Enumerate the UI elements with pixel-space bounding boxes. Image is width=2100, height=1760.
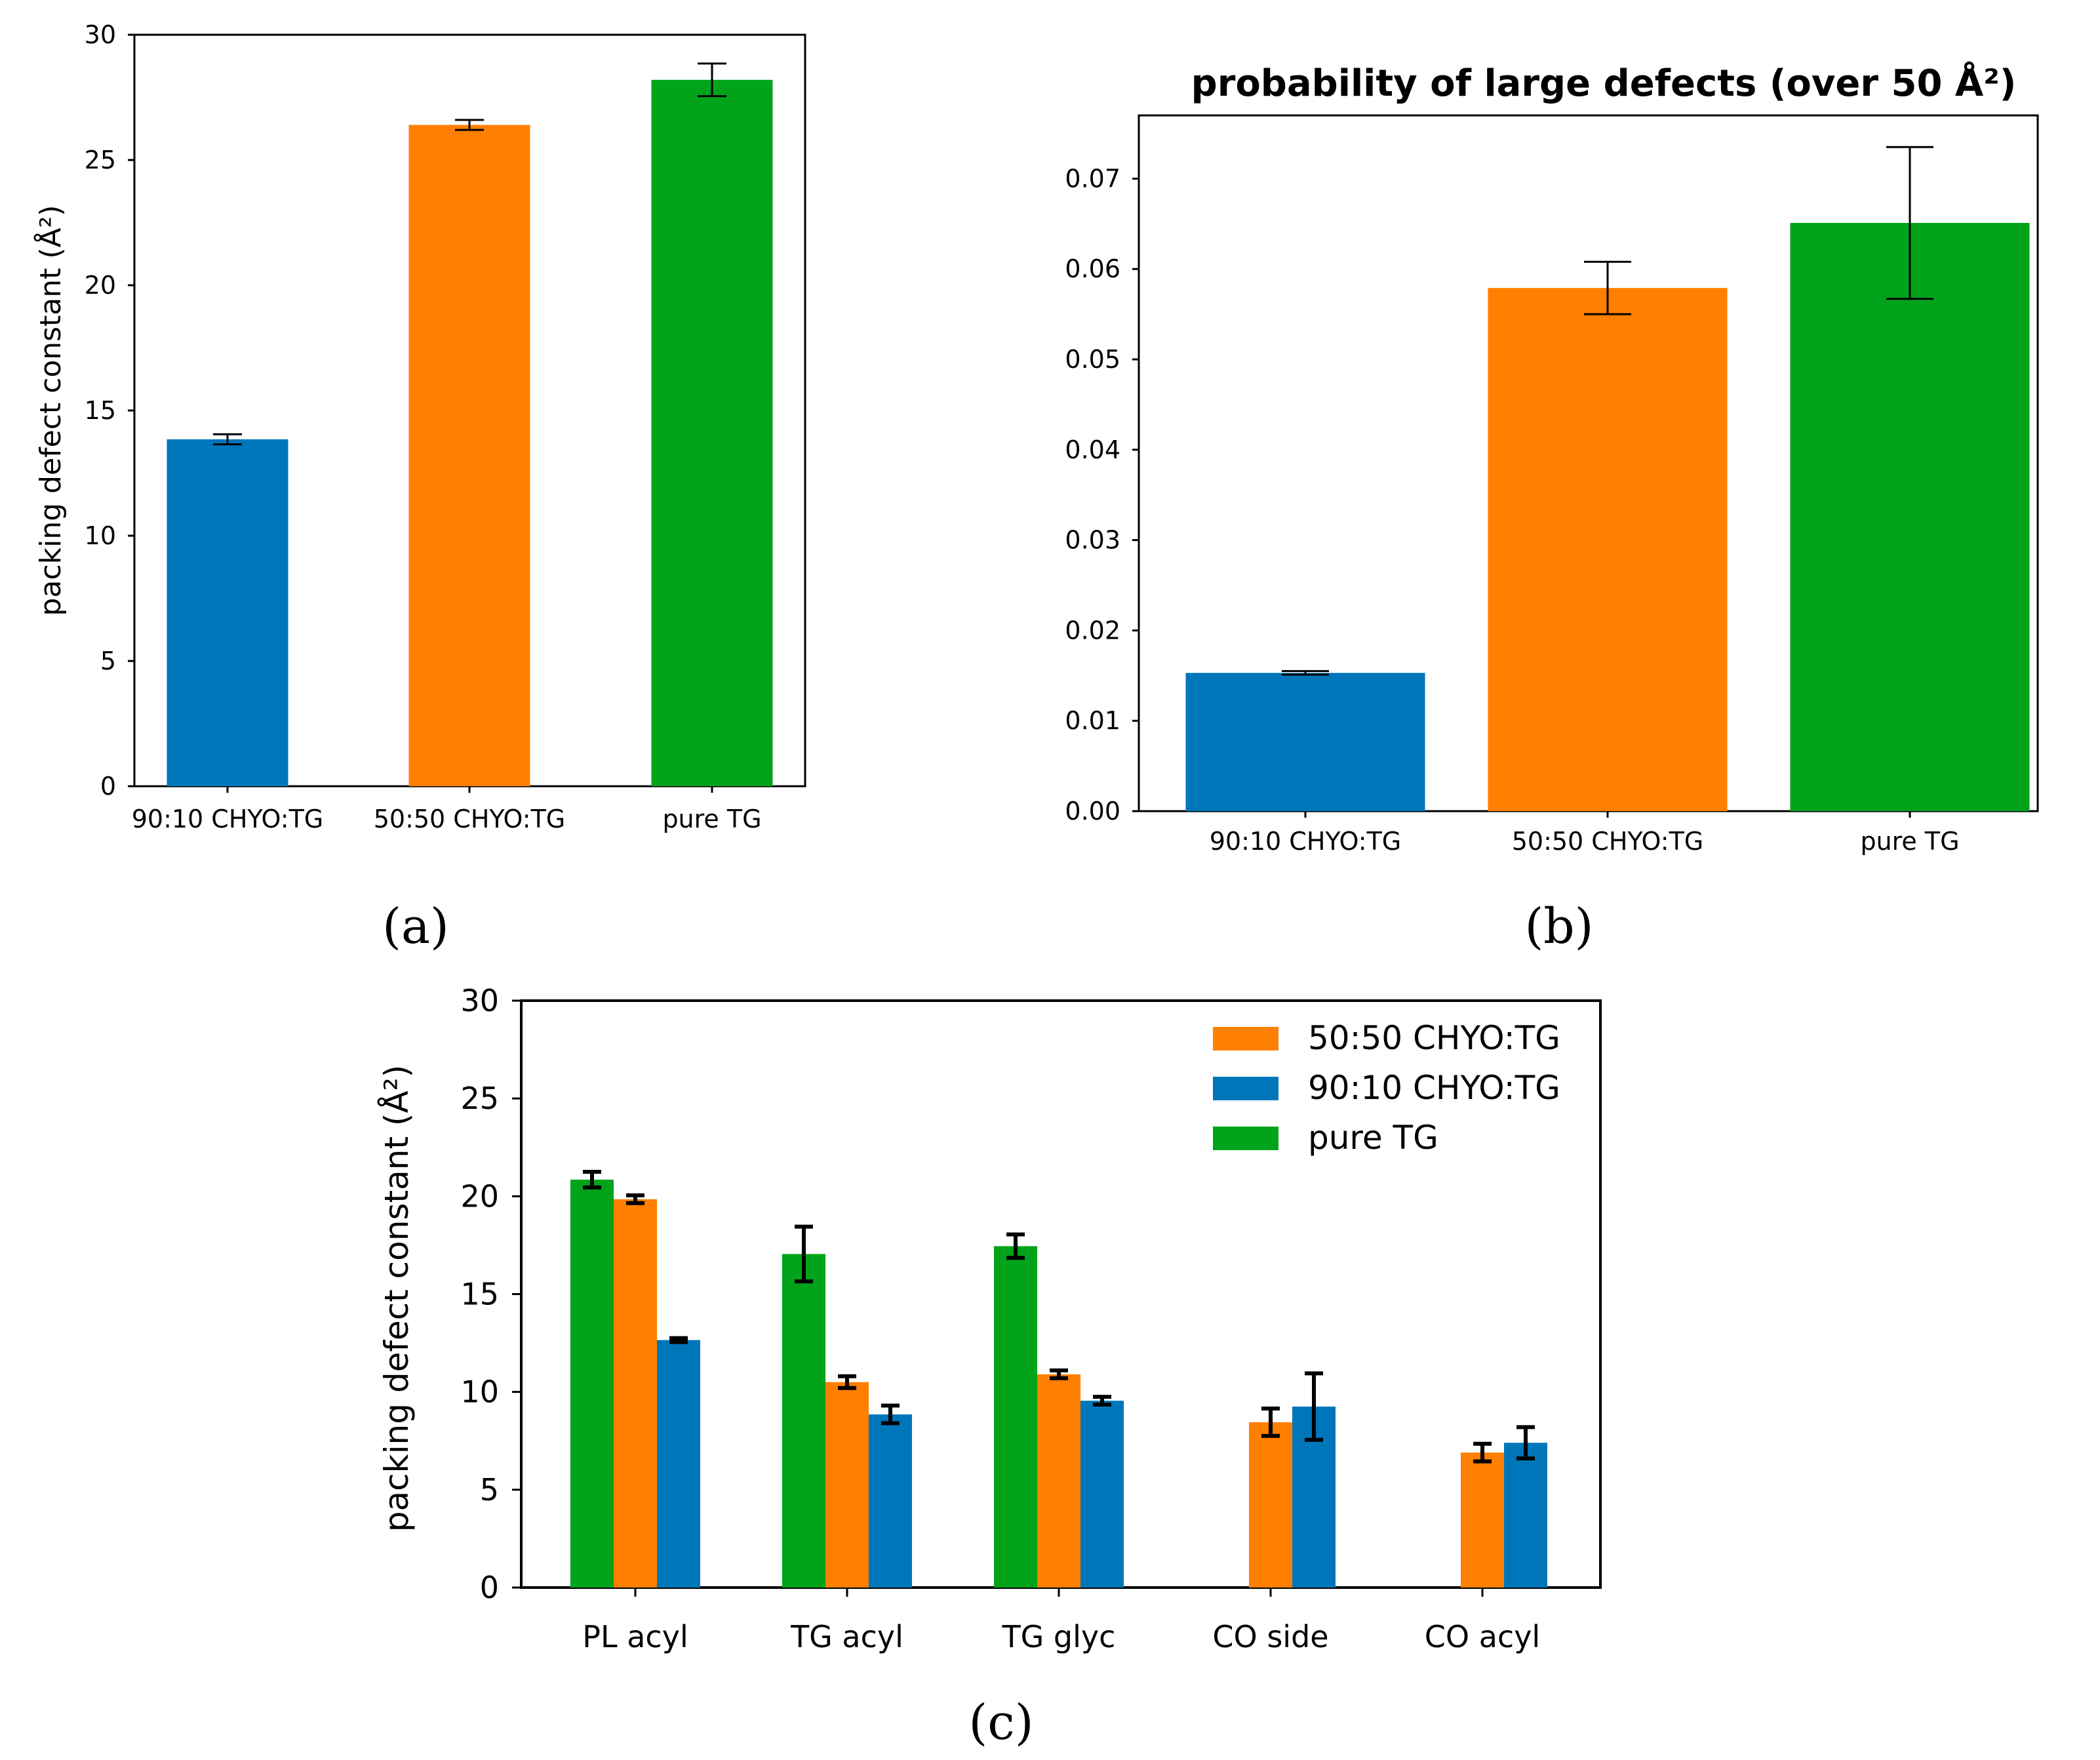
chart-b: probability of large defects (over 50 Å²… [1065, 62, 2039, 856]
chart-a-ytick-label: 10 [85, 521, 116, 550]
chart-b-title: probability of large defects (over 50 Å²… [1191, 62, 2017, 105]
panel-label-c: (c) [968, 1694, 1033, 1751]
chart-a-xtick-label: 90:10 CHYO:TG [132, 805, 324, 833]
chart-b-bar-90-10-chyo-tg [1185, 673, 1425, 811]
chart-c-bar-pure-tg [994, 1246, 1037, 1588]
chart-b-ytick-label: 0.00 [1065, 797, 1120, 826]
chart-a-ytick-label: 0 [100, 772, 116, 801]
chart-a: packing defect constant (Å²) 0 5 10 15 20 25 3… [33, 20, 806, 833]
chart-c-bar-50-50-chyo-tg [614, 1199, 657, 1588]
legend-swatch-pure-tg [1213, 1127, 1278, 1150]
legend-swatch-90-10-chyo-tg [1213, 1077, 1278, 1100]
chart-c-ytick-label: 20 [460, 1178, 499, 1214]
chart-b-ytick-label: 0.07 [1065, 164, 1120, 193]
chart-b-ytick-label: 0.03 [1065, 526, 1120, 555]
chart-c-xtick-label: TG acyl [790, 1619, 903, 1654]
chart-b-xticks: 90:10 CHYO:TG 50:50 CHYO:TG pure TG [1210, 811, 1960, 856]
chart-c-bar-50-50-chyo-tg [1461, 1452, 1504, 1588]
chart-c: packing defect constant (Å²) 0 5 10 15 20 25 3… [378, 983, 1602, 1654]
chart-b-yticks: 0.00 0.01 0.02 0.03 0.04 0.05 0.06 0.07 [1065, 164, 1139, 826]
chart-b-bars [1185, 146, 2030, 811]
chart-b-xtick-label: pure TG [1860, 827, 1959, 856]
chart-b-xtick-label: 50:50 CHYO:TG [1512, 827, 1704, 856]
panel-label-b: (b) [1524, 898, 1593, 955]
chart-b-ytick-label: 0.06 [1065, 254, 1120, 283]
chart-b-ytick-label: 0.02 [1065, 616, 1120, 645]
chart-c-yticks: 0 5 10 15 20 25 30 [460, 983, 521, 1605]
chart-a-ytick-label: 30 [85, 20, 116, 49]
legend-label-50-50-chyo-tg: 50:50 CHYO:TG [1308, 1019, 1560, 1057]
chart-a-ylabel: packing defect constant (Å²) [33, 205, 68, 616]
chart-c-legend: 50:50 CHYO:TG 90:10 CHYO:TG pure TG [1213, 1019, 1560, 1157]
chart-c-ytick-label: 10 [460, 1374, 499, 1410]
chart-c-ytick-label: 5 [480, 1472, 499, 1508]
chart-c-xtick-label: CO acyl [1425, 1619, 1540, 1654]
chart-a-ytick-label: 25 [85, 146, 116, 174]
chart-c-bar-90-10-chyo-tg [869, 1414, 912, 1588]
chart-c-ytick-label: 30 [460, 983, 499, 1018]
legend-label-pure-tg: pure TG [1308, 1119, 1438, 1157]
chart-a-ytick-label: 20 [85, 271, 116, 300]
chart-a-xtick-label: 50:50 CHYO:TG [374, 805, 566, 833]
chart-a-yticks: 0 5 10 15 20 25 30 [85, 20, 134, 801]
chart-c-bar-pure-tg [782, 1254, 825, 1588]
panel-label-a: (a) [382, 898, 449, 955]
chart-a-ytick-label: 15 [85, 396, 116, 425]
chart-c-ylabel: packing defect constant (Å²) [378, 1065, 416, 1532]
chart-c-bar-90-10-chyo-tg [1080, 1401, 1124, 1588]
chart-a-bar-pure-tg [651, 79, 773, 786]
chart-c-bar-50-50-chyo-tg [1249, 1422, 1292, 1588]
chart-c-bar-50-50-chyo-tg [825, 1382, 869, 1588]
chart-b-ytick-label: 0.01 [1065, 706, 1120, 735]
chart-c-bar-50-50-chyo-tg [1037, 1374, 1080, 1588]
chart-c-bars [570, 1170, 1547, 1588]
chart-c-xtick-label: PL acyl [582, 1619, 688, 1654]
chart-c-bar-pure-tg [570, 1179, 614, 1588]
chart-c-ytick-label: 0 [480, 1570, 499, 1605]
chart-a-bars [167, 62, 773, 786]
chart-a-xtick-label: pure TG [662, 805, 761, 833]
chart-b-xtick-label: 90:10 CHYO:TG [1210, 827, 1402, 856]
chart-a-ytick-label: 5 [100, 647, 116, 675]
chart-a-xticks: 90:10 CHYO:TG 50:50 CHYO:TG pure TG [132, 786, 762, 833]
chart-c-bar-90-10-chyo-tg [1504, 1443, 1547, 1588]
chart-c-ytick-label: 15 [460, 1277, 499, 1312]
chart-c-xtick-label: CO side [1212, 1619, 1328, 1654]
legend-swatch-50-50-chyo-tg [1213, 1027, 1278, 1050]
chart-b-bar-50-50-chyo-tg [1488, 288, 1728, 811]
chart-c-xtick-label: TG glyc [1002, 1619, 1116, 1654]
chart-a-bar-90-10-chyo-tg [167, 439, 288, 786]
chart-b-bar-pure-tg [1790, 222, 2030, 811]
chart-c-xticks: PL acyl TG acyl TG glyc CO side CO acyl [582, 1588, 1540, 1654]
chart-c-ytick-label: 25 [460, 1081, 499, 1116]
chart-b-ytick-label: 0.05 [1065, 345, 1120, 374]
chart-c-bar-90-10-chyo-tg [657, 1340, 700, 1588]
chart-a-bar-50-50-chyo-tg [408, 125, 530, 786]
chart-b-ytick-label: 0.04 [1065, 435, 1120, 464]
legend-label-90-10-chyo-tg: 90:10 CHYO:TG [1308, 1069, 1560, 1107]
